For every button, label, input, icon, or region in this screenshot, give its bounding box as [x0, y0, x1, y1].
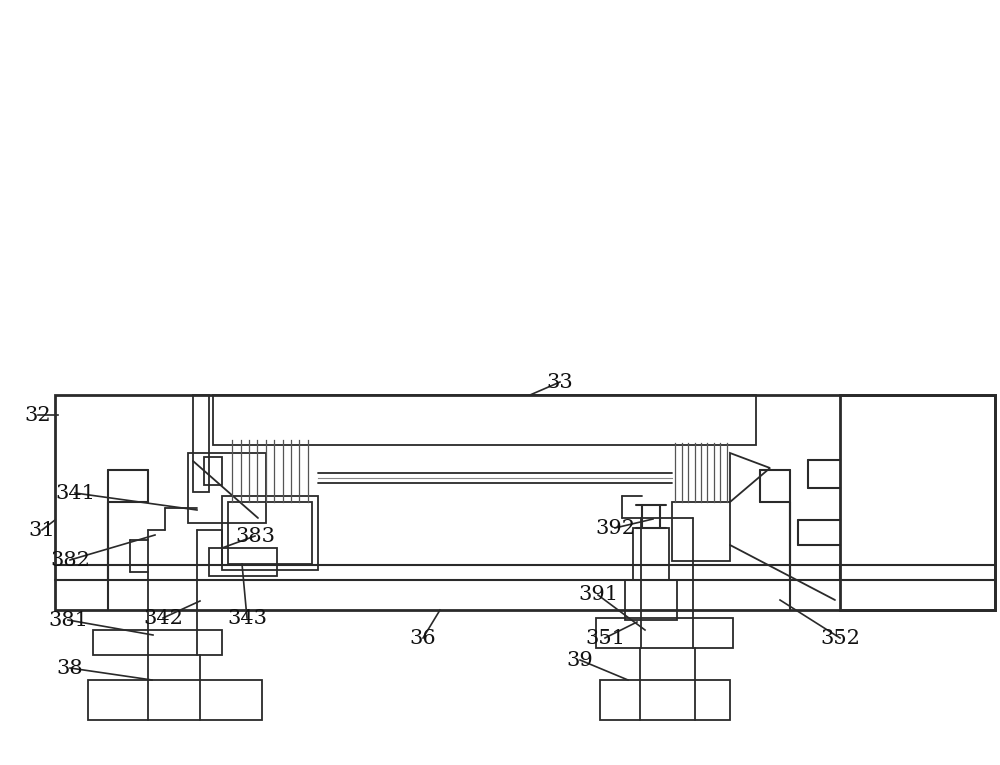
Text: 38: 38: [57, 659, 83, 678]
Text: 36: 36: [410, 629, 436, 647]
Bar: [840, 395, 995, 610]
Text: 391: 391: [578, 585, 618, 604]
Bar: [600, 680, 730, 720]
Bar: [55, 395, 995, 610]
Bar: [625, 580, 677, 620]
Text: 382: 382: [50, 551, 90, 569]
Text: 341: 341: [55, 483, 95, 503]
Text: 32: 32: [25, 405, 51, 425]
Text: 392: 392: [595, 519, 635, 538]
Bar: [204, 457, 222, 485]
Bar: [596, 618, 733, 648]
Bar: [213, 395, 756, 445]
Bar: [88, 680, 262, 720]
Bar: [93, 630, 222, 655]
Text: 31: 31: [29, 520, 55, 539]
Bar: [188, 453, 266, 523]
Text: 342: 342: [143, 608, 183, 627]
Bar: [193, 395, 209, 492]
Bar: [209, 548, 277, 576]
Text: 381: 381: [48, 610, 88, 630]
Text: 33: 33: [547, 373, 573, 392]
Text: 351: 351: [585, 629, 625, 647]
Bar: [633, 528, 669, 580]
Text: 39: 39: [567, 650, 593, 669]
Text: 383: 383: [235, 526, 275, 545]
Text: 352: 352: [820, 629, 860, 647]
Bar: [222, 496, 318, 570]
Text: 343: 343: [227, 608, 267, 627]
Bar: [672, 502, 730, 561]
Bar: [228, 502, 312, 564]
